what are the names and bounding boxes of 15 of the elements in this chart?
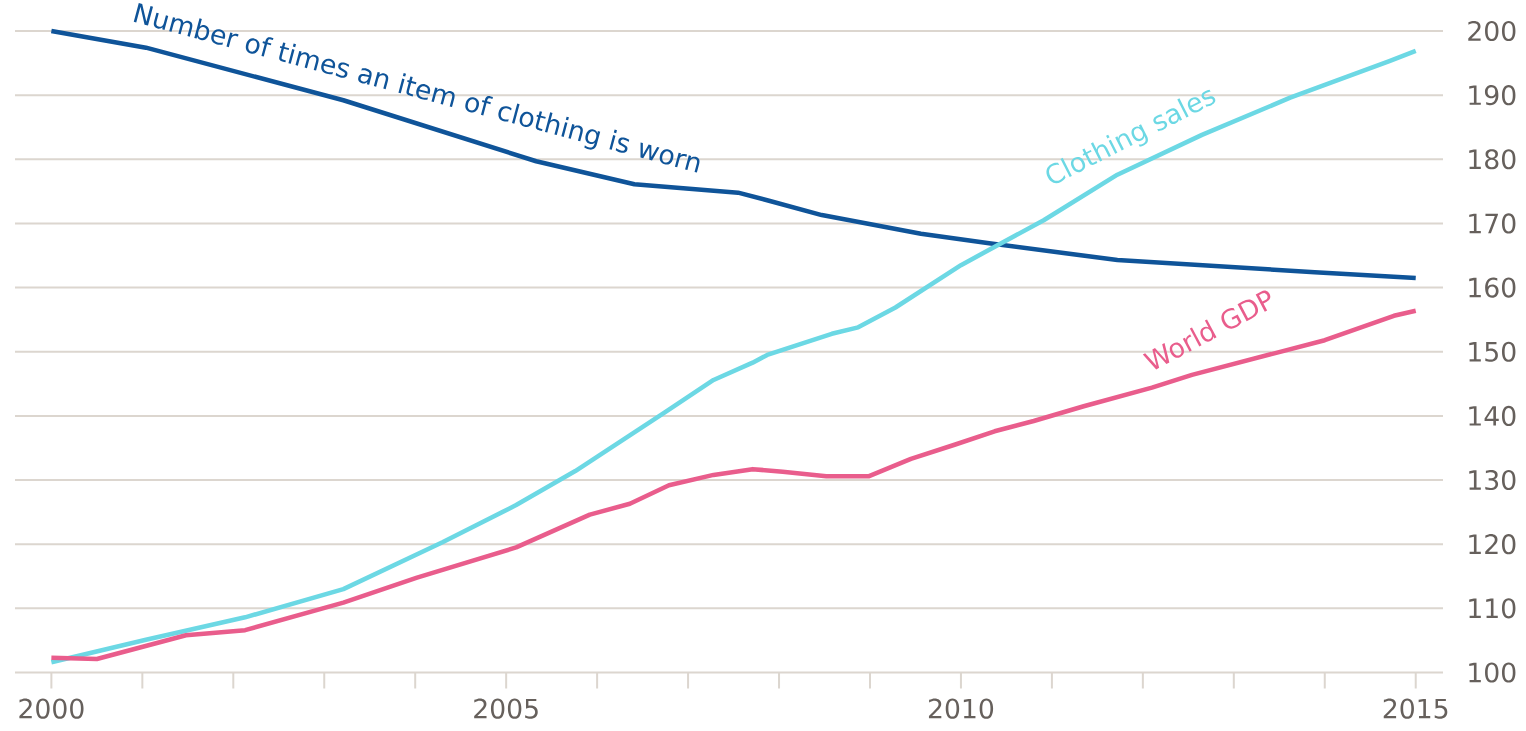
- x-tick-label: 2010: [928, 698, 994, 719]
- y-tick-label: 120: [1469, 534, 1516, 555]
- y-tick-label: 140: [1469, 405, 1516, 426]
- y-tick-label: 180: [1469, 149, 1516, 170]
- y-tick-label: 160: [1469, 277, 1516, 298]
- x-tick-label: 2015: [1383, 698, 1448, 719]
- y-tick-label: 100: [1469, 662, 1516, 683]
- x-tick-label: 2000: [19, 698, 84, 719]
- y-tick-label: 110: [1469, 598, 1516, 619]
- y-tick-label: 130: [1469, 469, 1516, 491]
- y-tick-label: 190: [1469, 85, 1516, 106]
- x-tick-label: 2005: [474, 698, 538, 719]
- y-tick-label: 170: [1469, 213, 1516, 234]
- y-tick-label: 150: [1469, 341, 1516, 362]
- y-tick-label: 200: [1468, 20, 1516, 42]
